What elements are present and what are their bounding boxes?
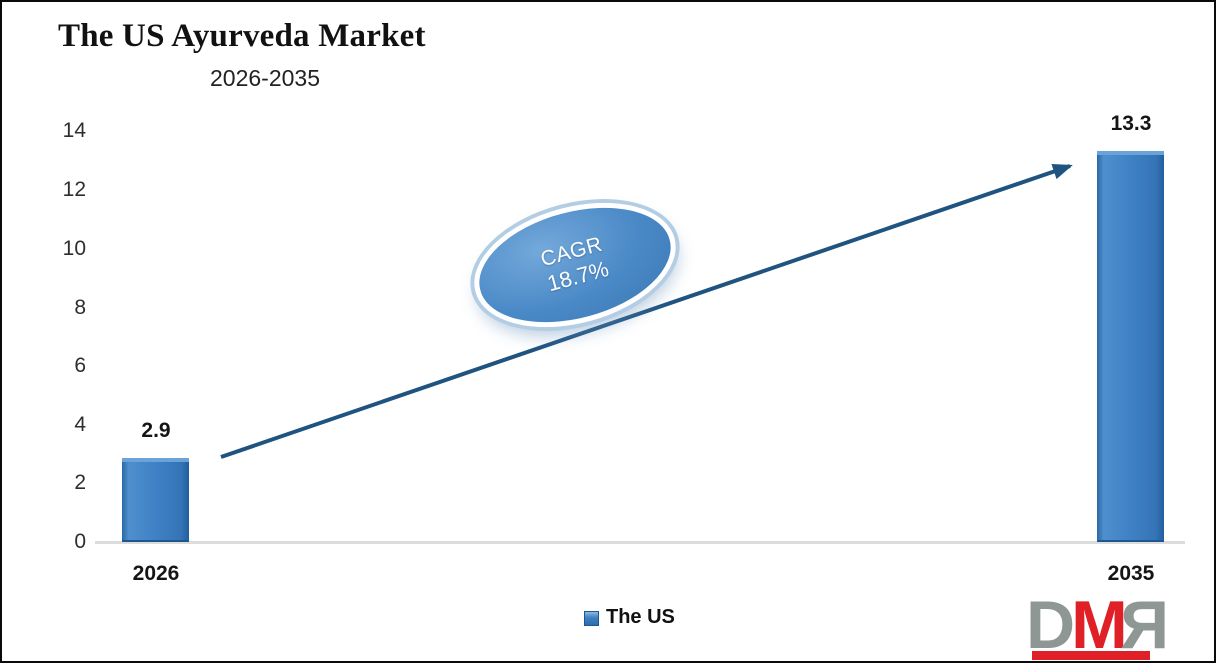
y-axis-tick-label: 8	[74, 296, 86, 319]
bar-2035	[1097, 151, 1164, 542]
bar-2026	[122, 458, 189, 542]
x-axis-category-label: 2035	[1107, 562, 1155, 585]
logo-letter-r: R	[1123, 587, 1169, 663]
bar-value-label: 13.3	[1110, 112, 1152, 135]
chart-title: The US Ayurveda Market	[58, 18, 426, 54]
x-axis-category-label: 2026	[132, 562, 180, 585]
legend-label: The US	[606, 605, 675, 628]
x-axis-line	[95, 541, 1185, 544]
y-axis-tick-label: 4	[74, 413, 86, 436]
bar-value-label: 2.9	[141, 419, 171, 442]
y-axis-tick-label: 0	[74, 530, 86, 553]
chart-subtitle: 2026-2035	[210, 65, 320, 91]
dmr-logo: DMR	[1026, 587, 1214, 663]
logo-red-bar	[1032, 651, 1150, 660]
y-axis-tick-label: 6	[74, 354, 86, 377]
y-axis-tick-label: 14	[62, 119, 86, 142]
legend-swatch-the-us	[584, 610, 599, 626]
y-axis-tick-label: 12	[62, 178, 86, 201]
logo-letter-m: M	[1071, 587, 1128, 663]
y-axis-tick-label: 2	[74, 471, 86, 494]
y-axis-tick-label: 10	[62, 237, 86, 260]
legend: The US	[584, 603, 675, 631]
logo-letter-d: D	[1026, 587, 1075, 663]
